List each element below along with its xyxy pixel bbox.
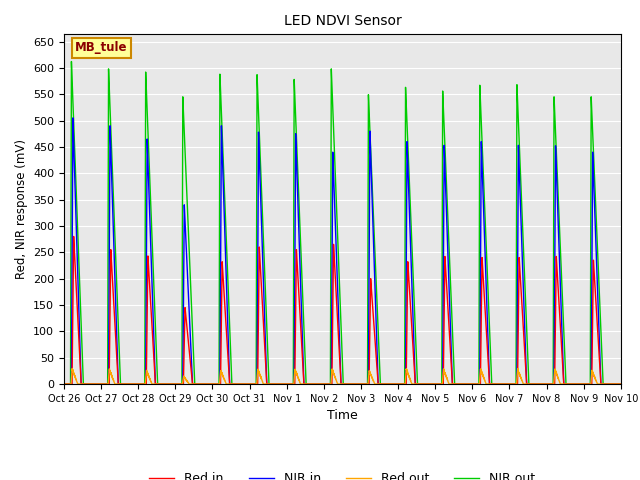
Red in xyxy=(419,381,427,387)
NIR out xyxy=(617,381,625,387)
NIR out xyxy=(68,59,76,64)
Y-axis label: Red, NIR response (mV): Red, NIR response (mV) xyxy=(15,139,28,279)
Red in xyxy=(617,381,625,387)
Line: NIR out: NIR out xyxy=(64,61,621,384)
NIR in xyxy=(269,381,276,387)
NIR out xyxy=(419,381,427,387)
NIR in xyxy=(617,381,625,387)
NIR out xyxy=(269,381,276,387)
Legend: Red in, NIR in, Red out, NIR out: Red in, NIR in, Red out, NIR out xyxy=(145,468,540,480)
NIR in xyxy=(60,381,68,387)
Title: LED NDVI Sensor: LED NDVI Sensor xyxy=(284,14,401,28)
Red in xyxy=(269,381,276,387)
Red out xyxy=(269,381,276,387)
NIR in xyxy=(173,381,181,387)
NIR in xyxy=(419,381,427,387)
NIR out xyxy=(179,103,187,108)
Red in xyxy=(179,381,187,387)
Red in xyxy=(60,381,68,387)
NIR out xyxy=(173,381,181,387)
Line: NIR in: NIR in xyxy=(64,118,621,384)
NIR out xyxy=(499,381,506,387)
Line: Red in: Red in xyxy=(64,237,621,384)
Red out xyxy=(615,381,623,387)
Red out xyxy=(60,381,68,387)
Red in xyxy=(70,234,77,240)
NIR in xyxy=(615,381,623,387)
NIR in xyxy=(179,336,187,342)
Red in xyxy=(499,381,506,387)
Text: MB_tule: MB_tule xyxy=(75,41,127,54)
Red out xyxy=(173,381,181,387)
Red out xyxy=(179,376,187,382)
Red out xyxy=(68,366,76,372)
Line: Red out: Red out xyxy=(64,369,621,384)
NIR in xyxy=(499,381,506,387)
NIR out xyxy=(60,381,68,387)
X-axis label: Time: Time xyxy=(327,409,358,422)
NIR in xyxy=(69,115,77,121)
Red out xyxy=(499,381,506,387)
Red in xyxy=(615,381,623,387)
Red out xyxy=(617,381,625,387)
NIR out xyxy=(615,381,623,387)
Red out xyxy=(419,381,427,387)
Red in xyxy=(173,381,181,387)
